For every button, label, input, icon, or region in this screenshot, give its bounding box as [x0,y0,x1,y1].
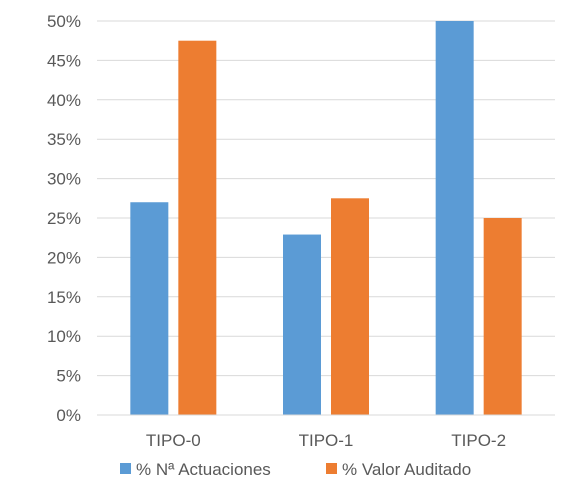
bar [483,218,522,415]
legend-label: % Nª Actuaciones [136,460,271,479]
x-axis-tick-labels: TIPO-0 TIPO-1 TIPO-2 [146,431,506,450]
y-tick-label: 0% [56,406,81,425]
y-tick-label: 35% [47,130,81,149]
y-tick-label: 10% [47,327,81,346]
y-tick-label: 20% [47,248,81,267]
bars [130,21,522,415]
bar [130,202,169,415]
x-tick-label: TIPO-2 [451,431,506,450]
y-tick-label: 40% [47,91,81,110]
legend: % Nª Actuaciones % Valor Auditado [120,460,471,479]
y-tick-label: 30% [47,170,81,189]
legend-label: % Valor Auditado [342,460,471,479]
x-tick-label: TIPO-1 [299,431,354,450]
legend-swatch [326,463,337,474]
y-tick-label: 5% [56,367,81,386]
bar [331,198,369,415]
y-tick-label: 50% [47,12,81,31]
legend-swatch [120,463,131,474]
y-tick-label: 25% [47,209,81,228]
y-axis-tick-labels: 0% 5% 10% 15% 20% 25% 30% 35% 40% 45% 50% [47,12,81,425]
y-tick-label: 15% [47,288,81,307]
bar [435,21,474,415]
bar [283,234,321,415]
x-tick-label: TIPO-0 [146,431,201,450]
bar [178,40,217,415]
y-tick-label: 45% [47,51,81,70]
gridlines [97,20,555,377]
